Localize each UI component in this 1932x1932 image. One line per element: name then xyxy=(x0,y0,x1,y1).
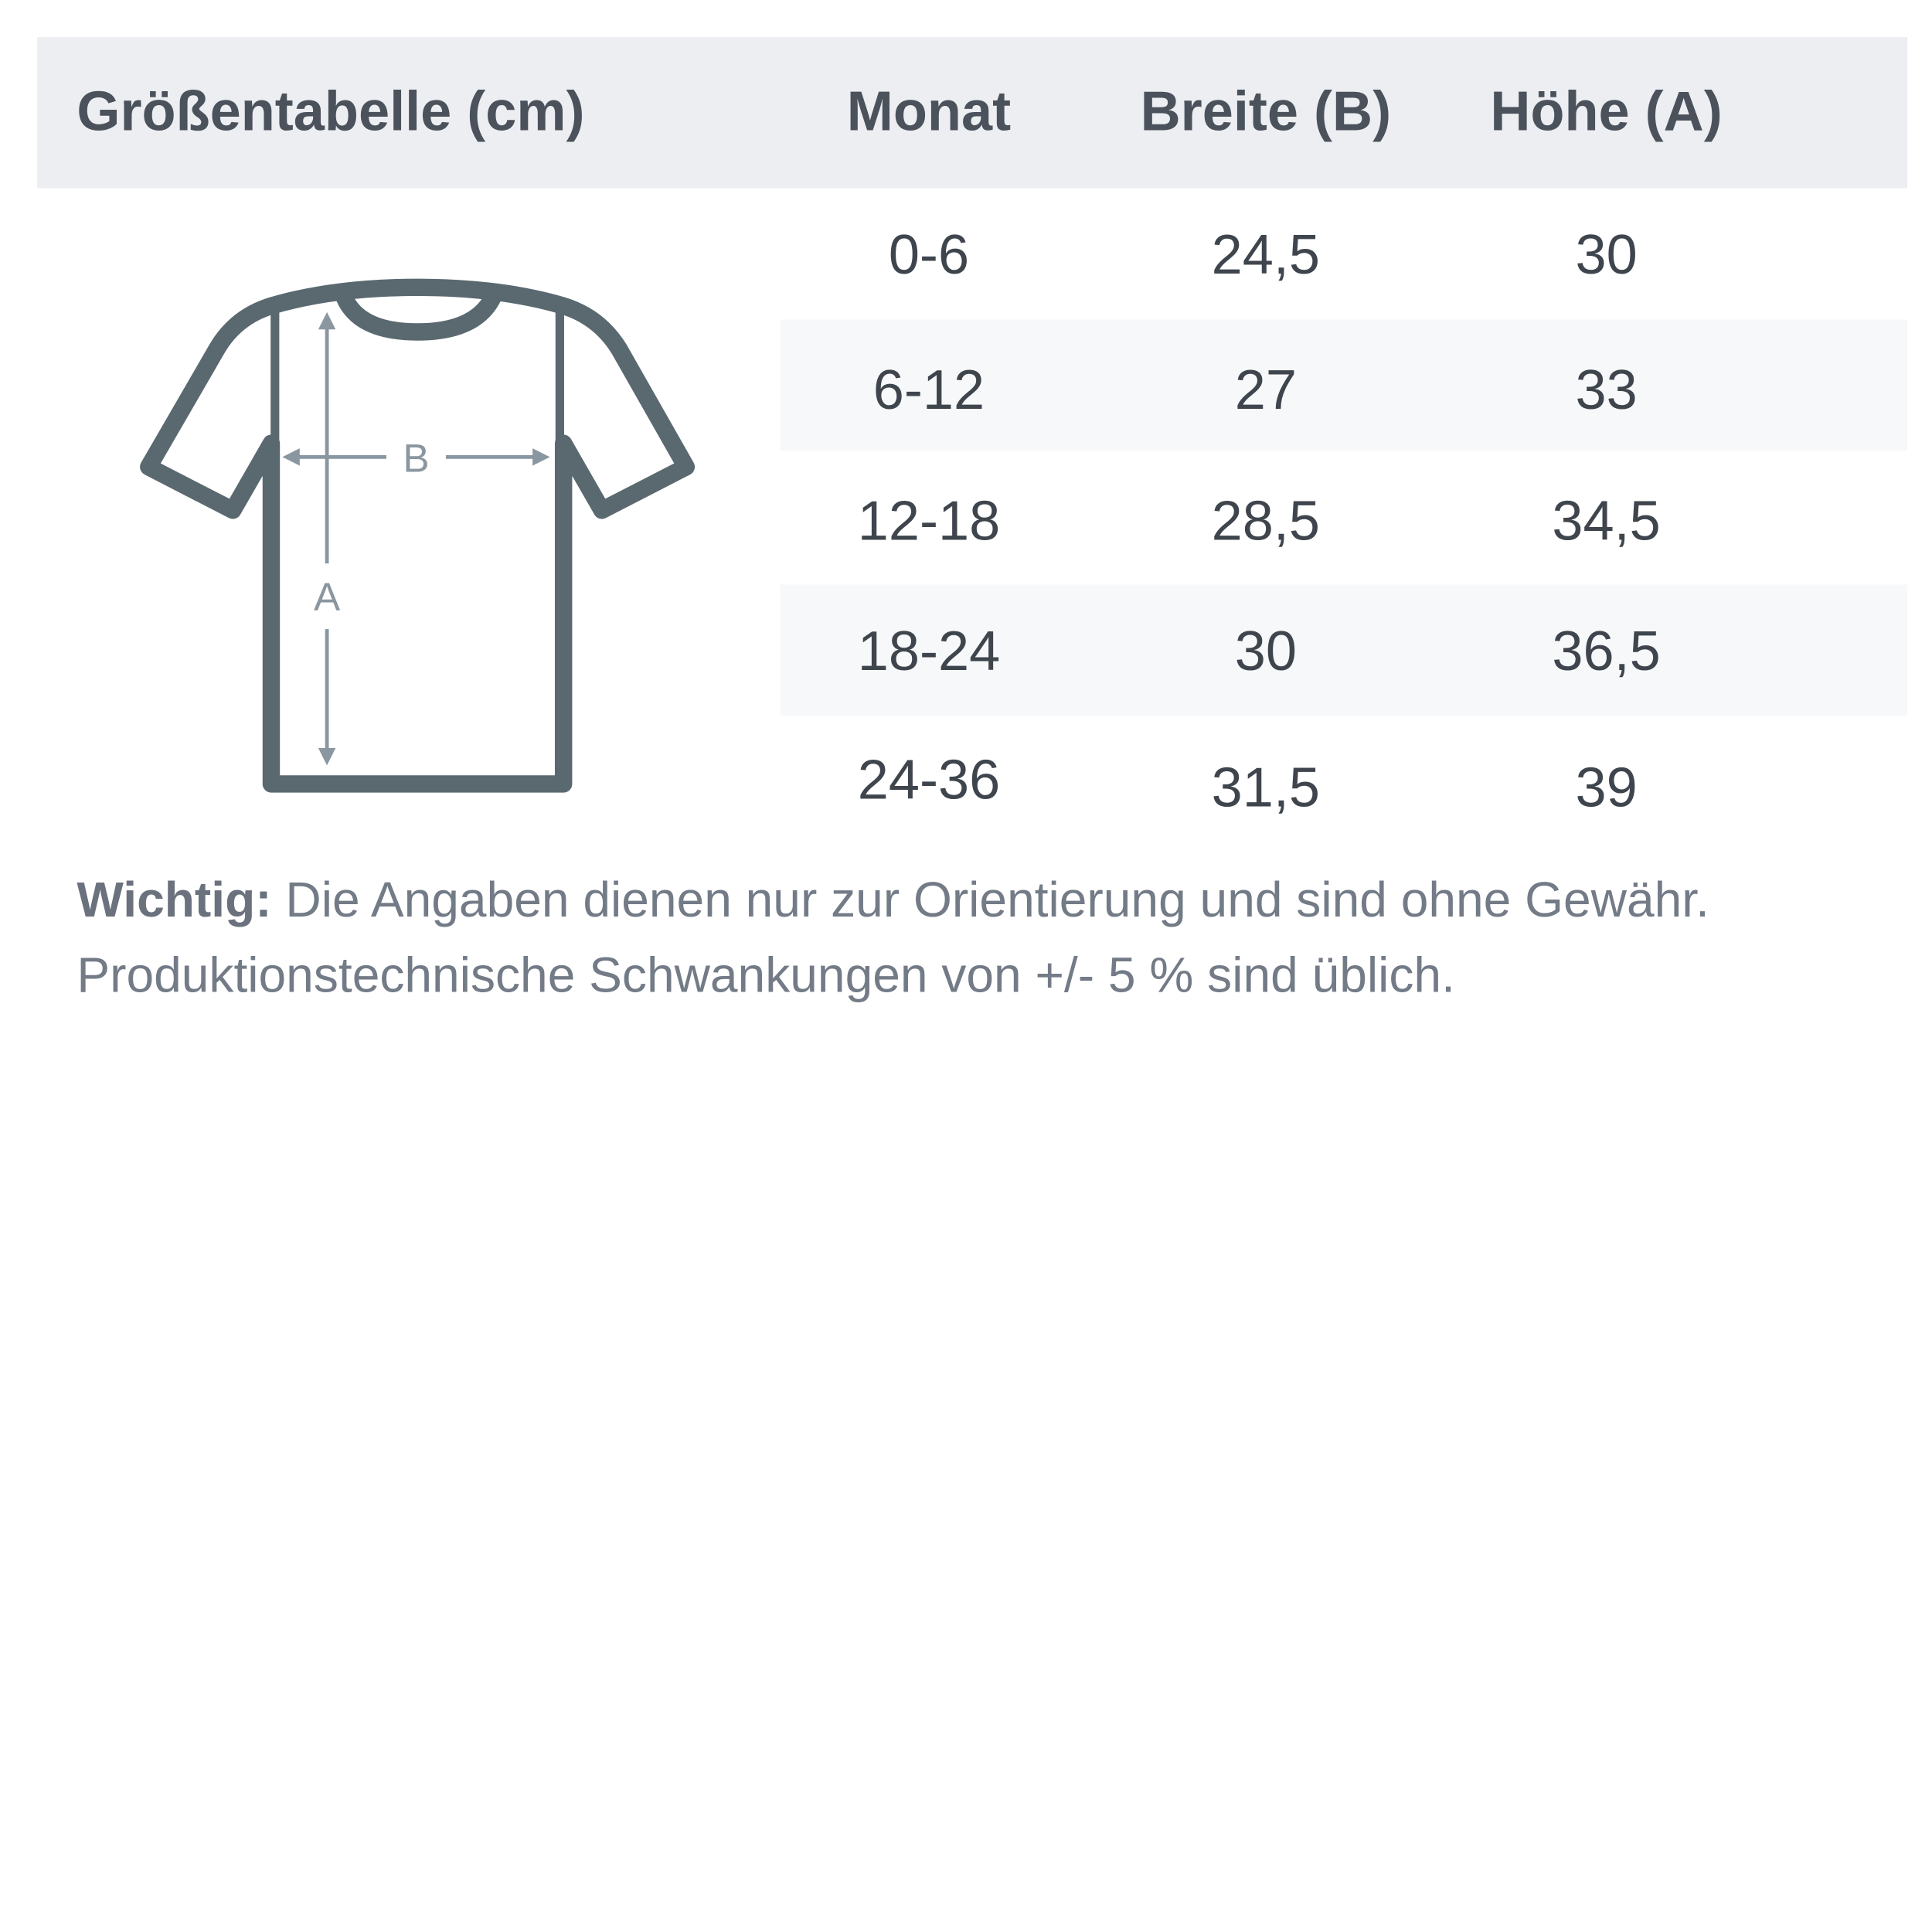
cell-height: 36,5 xyxy=(1552,619,1661,683)
cell-height: 34,5 xyxy=(1552,489,1661,553)
tshirt-measurement-icon: B A xyxy=(140,278,696,793)
cell-height: 33 xyxy=(1575,358,1638,421)
cell-width: 24,5 xyxy=(1211,223,1321,287)
shirt-seam xyxy=(270,308,564,451)
cell-width: 31,5 xyxy=(1211,755,1321,819)
row-stripe xyxy=(780,584,1908,716)
cell-width: 27 xyxy=(1234,358,1297,421)
note-label: Wichtig: xyxy=(77,872,272,928)
cell-height: 39 xyxy=(1575,755,1638,819)
cell-width: 28,5 xyxy=(1211,489,1321,553)
column-header-height: Höhe (A) xyxy=(1490,79,1723,143)
height-label: A xyxy=(314,575,341,619)
row-stripe xyxy=(780,319,1908,451)
cell-height: 30 xyxy=(1575,223,1638,287)
note-line-1: Wichtig: Die Angaben dienen nur zur Orie… xyxy=(77,873,1709,929)
cell-month: 24-36 xyxy=(857,747,1001,811)
shirt-outline xyxy=(140,278,696,793)
table-title: Größentabelle (cm) xyxy=(77,79,585,143)
column-header-width: Breite (B) xyxy=(1140,79,1392,143)
cell-month: 12-18 xyxy=(857,489,1001,553)
column-header-month: Monat xyxy=(846,79,1012,143)
note-line-2: Produktionstechnische Schwankungen von +… xyxy=(77,948,1455,1004)
cell-month: 18-24 xyxy=(857,619,1001,683)
cell-month: 6-12 xyxy=(872,358,985,421)
cell-month: 0-6 xyxy=(888,223,970,287)
width-label: B xyxy=(403,437,429,481)
note-text: Die Angaben dienen nur zur Orientierung … xyxy=(271,872,1709,928)
cell-width: 30 xyxy=(1234,619,1297,683)
shirt-collar xyxy=(335,288,502,341)
table-header xyxy=(37,37,1908,189)
